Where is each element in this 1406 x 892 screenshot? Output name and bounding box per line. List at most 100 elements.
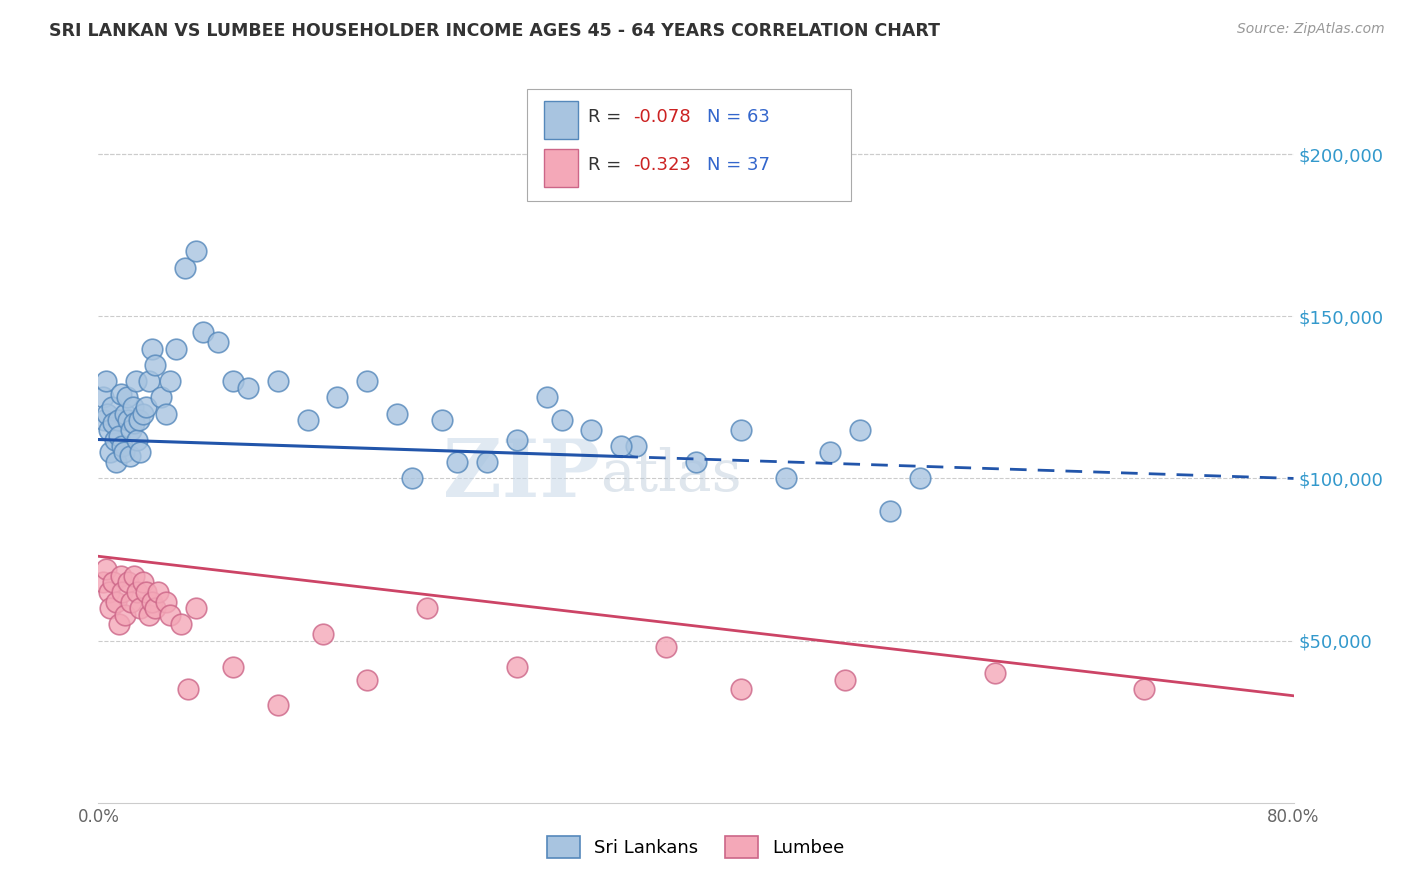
Point: [191, 326, 214, 340]
Point: [820, 445, 842, 459]
Point: [222, 374, 245, 388]
Point: [115, 390, 138, 404]
Point: [311, 627, 333, 641]
Point: [117, 413, 139, 427]
Point: [849, 423, 872, 437]
Point: [135, 585, 157, 599]
Point: [506, 659, 529, 673]
Point: [135, 400, 157, 414]
Point: [120, 423, 142, 437]
Point: [120, 595, 142, 609]
Point: [184, 244, 207, 259]
Point: [127, 433, 149, 447]
Point: [730, 682, 752, 697]
Point: [124, 568, 146, 582]
Point: [104, 433, 127, 447]
Point: [356, 673, 378, 687]
Point: [475, 455, 498, 469]
Point: [506, 433, 529, 447]
Point: [110, 387, 132, 401]
Point: [159, 374, 181, 388]
Point: [430, 413, 453, 427]
Point: [416, 601, 439, 615]
Point: [97, 585, 120, 599]
Point: [114, 607, 136, 622]
Point: [143, 601, 166, 615]
Point: [117, 575, 139, 590]
Point: [174, 260, 197, 275]
Point: [107, 413, 129, 427]
Text: Source: ZipAtlas.com: Source: ZipAtlas.com: [1237, 22, 1385, 37]
Point: [685, 455, 707, 469]
Point: [908, 471, 931, 485]
Point: [118, 449, 141, 463]
Point: [108, 617, 131, 632]
Point: [124, 417, 146, 431]
Point: [326, 390, 349, 404]
Point: [96, 407, 118, 421]
Text: -0.078: -0.078: [633, 108, 690, 127]
Point: [267, 698, 290, 713]
Point: [110, 568, 132, 582]
Point: [129, 601, 152, 615]
Legend: Sri Lankans, Lumbee: Sri Lankans, Lumbee: [540, 829, 852, 865]
Point: [401, 471, 423, 485]
Text: atlas: atlas: [600, 447, 742, 502]
Point: [356, 374, 378, 388]
Point: [112, 445, 135, 459]
Point: [114, 407, 136, 421]
Point: [129, 445, 152, 459]
Point: [132, 407, 155, 421]
Point: [105, 595, 128, 609]
Point: [125, 374, 148, 388]
Point: [207, 335, 229, 350]
Point: [159, 607, 181, 622]
Point: [97, 423, 120, 437]
Text: SRI LANKAN VS LUMBEE HOUSEHOLDER INCOME AGES 45 - 64 YEARS CORRELATION CHART: SRI LANKAN VS LUMBEE HOUSEHOLDER INCOME …: [49, 22, 941, 40]
Point: [267, 374, 290, 388]
Text: N = 37: N = 37: [707, 156, 770, 175]
Point: [834, 673, 856, 687]
Point: [121, 400, 143, 414]
Point: [108, 429, 131, 443]
Text: ZIP: ZIP: [443, 435, 600, 514]
Point: [775, 471, 797, 485]
Point: [550, 413, 572, 427]
Point: [184, 601, 207, 615]
Point: [984, 666, 1007, 681]
Point: [91, 575, 114, 590]
Point: [150, 390, 173, 404]
Point: [155, 595, 177, 609]
Point: [177, 682, 200, 697]
Point: [879, 504, 901, 518]
Point: [93, 413, 115, 427]
Point: [730, 423, 752, 437]
Text: R =: R =: [588, 108, 627, 127]
Point: [128, 413, 150, 427]
Point: [141, 342, 163, 356]
Point: [98, 601, 122, 615]
Point: [132, 575, 155, 590]
Point: [385, 407, 409, 421]
Point: [655, 640, 678, 654]
Point: [581, 423, 603, 437]
Point: [236, 381, 259, 395]
Text: N = 63: N = 63: [707, 108, 770, 127]
Point: [127, 585, 149, 599]
Point: [148, 585, 170, 599]
Point: [103, 417, 125, 431]
Point: [111, 585, 134, 599]
Point: [446, 455, 468, 469]
Point: [138, 607, 160, 622]
Text: -0.323: -0.323: [633, 156, 690, 175]
Point: [94, 562, 117, 576]
Point: [626, 439, 648, 453]
Point: [94, 374, 117, 388]
Point: [103, 575, 125, 590]
Point: [297, 413, 319, 427]
Point: [105, 455, 128, 469]
Point: [91, 390, 114, 404]
Point: [169, 617, 191, 632]
Point: [138, 374, 160, 388]
Point: [1133, 682, 1156, 697]
